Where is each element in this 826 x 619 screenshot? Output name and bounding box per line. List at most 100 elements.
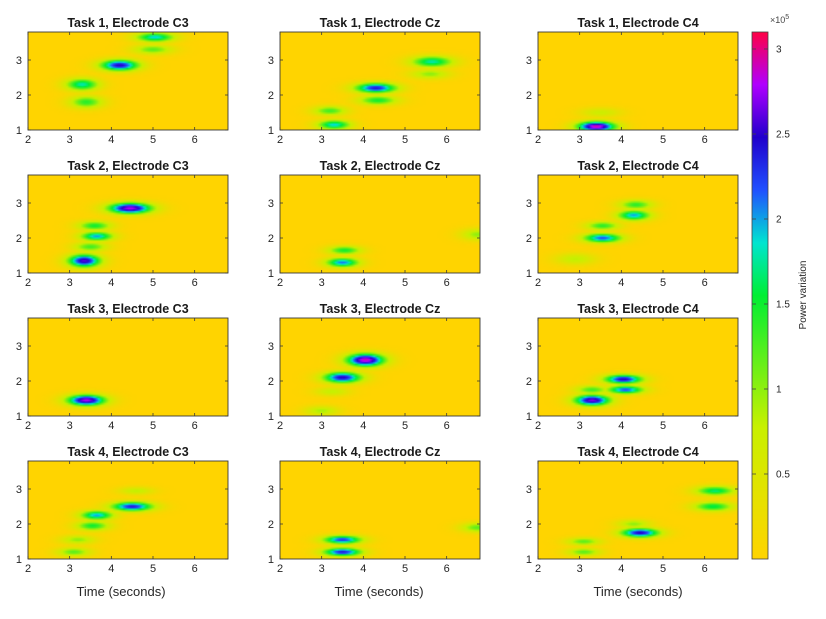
panel-title: Task 4, Electrode Cz [320,445,441,459]
colorbar-tick-label: 0.5 [776,470,790,481]
x-tick-label: 6 [192,134,198,146]
y-tick-label: 3 [268,341,274,353]
panel-title: Task 4, Electrode C3 [67,445,188,459]
x-tick-label: 4 [618,420,624,432]
x-tick-label: 2 [535,277,541,289]
panel-title: Task 1, Electrode C4 [577,16,698,30]
panel-title: Task 3, Electrode C3 [67,302,188,316]
colorbar-exponent-base: ×10 [770,15,785,25]
colorbar-tick-label: 1 [776,385,782,396]
x-tick-label: 2 [25,134,31,146]
x-tick-label: 2 [25,563,31,575]
y-tick-label: 1 [268,268,274,280]
heatmap-raster [280,175,480,273]
x-axis-label-col3: Time (seconds) [593,584,682,599]
x-tick-label: 6 [444,134,450,146]
x-tick-label: 4 [108,277,114,289]
y-tick-label: 3 [526,341,532,353]
x-tick-label: 6 [444,563,450,575]
heatmap-raster [280,461,480,559]
colorbar-ticks: 0.5 1 1.5 2 2.5 3 [752,45,790,481]
colorbar-exponent: ×105 [770,14,789,25]
panel-title: Task 3, Electrode C4 [577,302,698,316]
x-axis-label-col2: Time (seconds) [334,584,423,599]
y-tick-label: 1 [16,268,22,280]
x-tick-label: 2 [535,420,541,432]
x-tick-label: 5 [660,563,666,575]
y-tick-label: 3 [268,55,274,67]
heatmap-raster [538,461,738,559]
panel-title: Task 2, Electrode Cz [320,159,441,173]
colorbar-label: Power variation [798,261,809,330]
x-tick-label: 3 [577,420,583,432]
x-tick-label: 3 [67,134,73,146]
panel-title: Task 1, Electrode Cz [320,16,441,30]
y-tick-label: 1 [268,411,274,423]
y-tick-label: 2 [16,233,22,245]
x-tick-label: 5 [402,277,408,289]
colorbar-tick-label: 1.5 [776,300,790,311]
x-tick-label: 6 [702,134,708,146]
x-tick-label: 3 [577,134,583,146]
x-tick-label: 4 [108,420,114,432]
x-tick-label: 5 [660,277,666,289]
heatmap-raster [538,318,738,416]
x-tick-label: 6 [702,277,708,289]
x-tick-label: 6 [192,420,198,432]
colorbar-gradient [751,31,769,560]
x-tick-label: 6 [444,420,450,432]
x-tick-label: 4 [360,563,366,575]
x-tick-label: 4 [618,277,624,289]
heatmap-raster [280,32,480,130]
x-tick-label: 3 [67,563,73,575]
x-tick-label: 6 [192,563,198,575]
colorbar-tick-label: 3 [776,45,782,56]
heatmap-raster [538,175,738,273]
y-tick-label: 2 [526,233,532,245]
axes-frame [27,460,229,560]
panel-title: Task 1, Electrode C3 [67,16,188,30]
y-tick-label: 3 [268,484,274,496]
x-tick-label: 3 [319,277,325,289]
y-tick-label: 1 [526,125,532,137]
x-tick-label: 2 [535,134,541,146]
x-tick-label: 3 [319,420,325,432]
x-tick-label: 6 [444,277,450,289]
x-tick-label: 3 [577,277,583,289]
x-tick-label: 2 [277,420,283,432]
panel-title: Task 4, Electrode C4 [577,445,698,459]
y-tick-label: 3 [16,484,22,496]
y-tick-label: 2 [268,376,274,388]
x-tick-label: 2 [277,563,283,575]
axes-frame [279,460,481,560]
heatmap-raster [28,318,228,416]
y-tick-label: 2 [526,519,532,531]
heatmap-raster [28,175,228,273]
axes-frame [279,174,481,274]
x-tick-label: 5 [660,420,666,432]
x-tick-label: 6 [192,277,198,289]
axes-frame [537,317,739,417]
x-tick-label: 5 [150,563,156,575]
y-tick-label: 2 [268,90,274,102]
axes-frame [27,174,229,274]
x-tick-label: 4 [360,420,366,432]
y-tick-label: 3 [16,198,22,210]
y-tick-label: 1 [526,554,532,566]
heatmap-raster [538,32,738,130]
y-tick-label: 1 [526,268,532,280]
panel-title: Task 3, Electrode Cz [320,302,441,316]
x-tick-label: 4 [618,134,624,146]
y-tick-label: 2 [16,519,22,531]
x-tick-label: 3 [67,420,73,432]
